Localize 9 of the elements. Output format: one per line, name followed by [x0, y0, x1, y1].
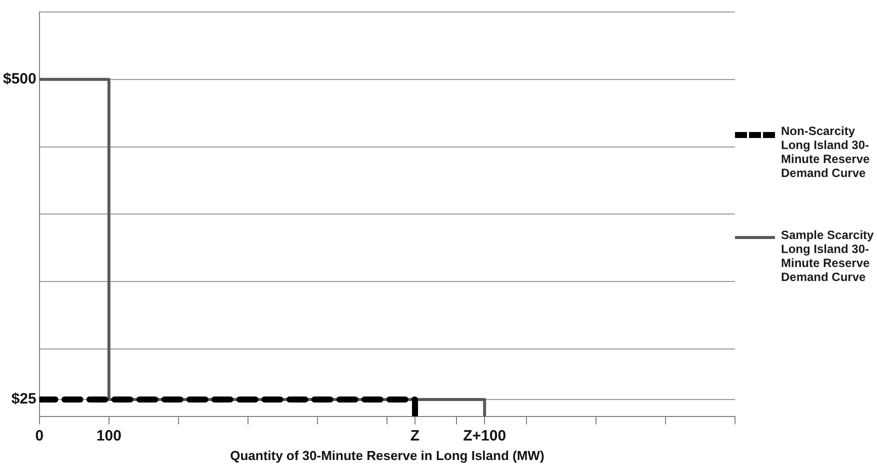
legend-label: Sample Scarcity Long Island 30-Minute Reserve Demand Curve [781, 228, 875, 284]
y-tick-label: $500 [2, 70, 36, 88]
legend-label: Non-Scarcity Long Island 30-Minute Reserve Demand Curve [781, 124, 871, 180]
x-tick-label: Z [410, 428, 420, 445]
x-tick-label: 0 [35, 428, 44, 445]
x-tick-label: Z+100 [463, 428, 506, 445]
y-tick-label: $25 [11, 390, 36, 408]
x-axis-title: Quantity of 30-Minute Reserve in Long Island (MW) [230, 448, 544, 463]
x-tick-label: 100 [96, 428, 122, 445]
